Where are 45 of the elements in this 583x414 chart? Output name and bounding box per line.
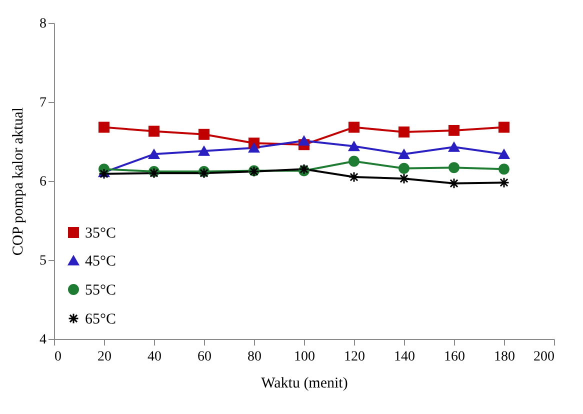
x-tick-label: 120 (344, 350, 365, 364)
point (348, 156, 360, 167)
x-tick-label: 200 (534, 350, 554, 364)
point (498, 149, 510, 159)
y-tick-label: 8 (40, 16, 46, 32)
point (398, 173, 410, 184)
point (498, 177, 510, 188)
y-tick-label: 5 (40, 254, 46, 268)
point (498, 164, 510, 175)
point (198, 128, 210, 140)
x-axis-title: Waktu (menit) (261, 376, 348, 392)
point (448, 162, 460, 174)
x-tick-label: 80 (248, 350, 262, 364)
y-tick-label: 6 (40, 174, 46, 190)
x-tick-label: 40 (148, 350, 162, 364)
legend-label: 65°C (85, 312, 116, 328)
point (448, 178, 460, 189)
point (198, 146, 210, 156)
legend-label: 45°C (85, 254, 116, 270)
point (348, 122, 360, 133)
point (398, 126, 410, 138)
point (448, 142, 460, 152)
x-tick-label: 140 (394, 350, 415, 364)
x-tick-label: 100 (294, 350, 315, 364)
x-tick-label: 0 (54, 350, 62, 364)
point (398, 149, 410, 159)
y-tick-label: 7 (40, 96, 46, 110)
y-tick-label: 4 (40, 332, 46, 348)
point (298, 136, 310, 146)
x-tick-label: 60 (198, 350, 212, 364)
legend-label: 55°C (85, 282, 116, 298)
point (448, 124, 460, 136)
point (498, 122, 510, 133)
y-axis-title: COP pompa kalor aktual (10, 107, 26, 256)
point (348, 172, 360, 183)
point (98, 122, 110, 133)
legend-label: 35°C (85, 226, 116, 242)
point (248, 142, 260, 153)
x-tick-label: 180 (494, 350, 515, 364)
x-tick-label: 20 (98, 350, 112, 364)
point (348, 141, 360, 152)
point (148, 126, 160, 137)
point (148, 149, 160, 159)
point (398, 162, 410, 174)
x-tick-label: 160 (444, 350, 465, 364)
